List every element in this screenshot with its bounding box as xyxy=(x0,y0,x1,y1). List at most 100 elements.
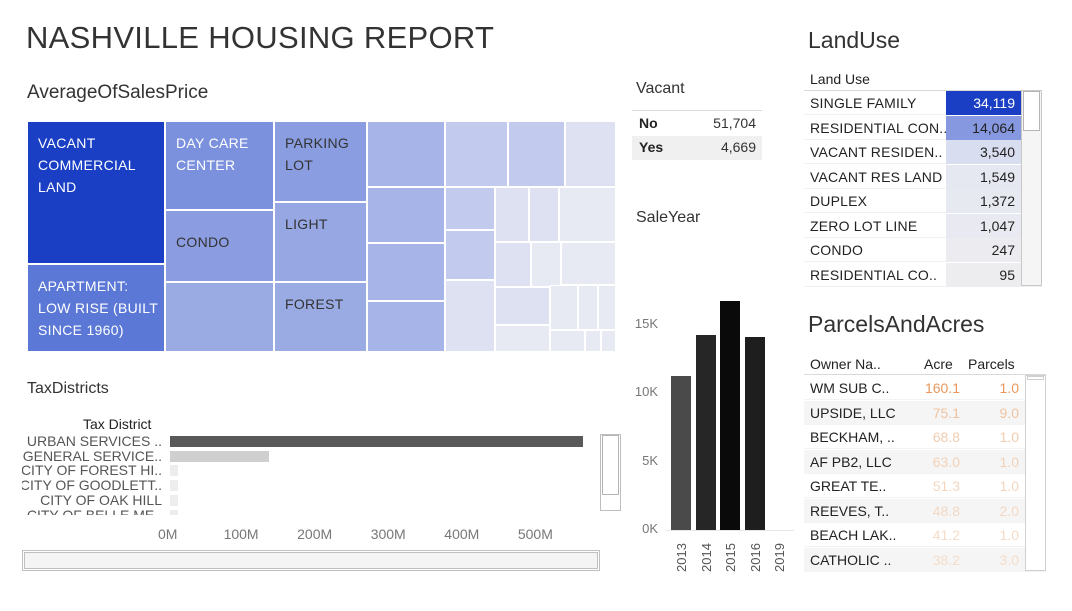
average-sales-price-title: AverageOfSalesPrice xyxy=(27,82,209,103)
treemap-cell-condo[interactable]: CONDO xyxy=(165,210,274,282)
land-use-row[interactable]: VACANT RESIDEN.. 3,540 xyxy=(804,140,1042,164)
land-use-row[interactable]: VACANT RES LAND 1,549 xyxy=(804,164,1042,189)
sale-year-bar[interactable] xyxy=(744,336,765,530)
treemap-cell[interactable] xyxy=(445,230,495,280)
treemap-cell-day-care-center[interactable]: DAY CARE CENTER xyxy=(165,121,274,210)
treemap-label: PARKING LOT xyxy=(285,135,350,173)
land-use-value: 34,119 xyxy=(973,95,1015,111)
treemap-cell[interactable] xyxy=(565,121,616,187)
parcel-row[interactable]: AF PB2, LLC 63.0 1.0 xyxy=(804,449,1046,474)
sale-year-x-label: 2015 xyxy=(723,543,738,572)
parcels-value: 1.0 xyxy=(999,380,1019,396)
owner-name-header: Owner Na.. xyxy=(810,356,881,372)
tax-district-bar[interactable] xyxy=(170,465,178,477)
tax-districts-title: TaxDistricts xyxy=(27,380,109,397)
tax-districts-chart[interactable]: URBAN SERVICES .. GENERAL SERVICE.. CITY O… xyxy=(22,432,600,515)
land-use-label: VACANT RESIDEN.. xyxy=(810,144,943,160)
land-use-row[interactable]: ZERO LOT LINE 1,047 xyxy=(804,213,1042,238)
land-use-scroll-thumb[interactable] xyxy=(1023,91,1040,131)
treemap-cell[interactable] xyxy=(445,280,495,352)
land-use-value: 3,540 xyxy=(979,144,1015,160)
tax-district-bar[interactable] xyxy=(170,509,178,515)
treemap-cell[interactable] xyxy=(550,285,578,330)
vacant-row-no[interactable]: No 51,704 xyxy=(632,112,762,136)
sale-year-x-label: 2013 xyxy=(674,543,689,572)
treemap-cell-apartment-low-rise[interactable]: APARTMENT: LOW RISE (BUILT SINCE 1960) xyxy=(27,264,165,352)
treemap-cell[interactable] xyxy=(165,282,274,352)
land-use-value-cell xyxy=(946,115,1021,140)
land-use-row[interactable]: RESIDENTIAL CON.. 14,064 xyxy=(804,115,1042,140)
parcel-row[interactable]: UPSIDE, LLC 75.1 9.0 xyxy=(804,400,1046,425)
parcels-scrollbar[interactable] xyxy=(1025,375,1046,571)
treemap-cell[interactable] xyxy=(529,187,559,242)
tax-district-bar[interactable] xyxy=(170,494,178,506)
land-use-row[interactable]: CONDO 247 xyxy=(804,238,1042,262)
treemap-cell[interactable] xyxy=(495,187,529,242)
parcel-row[interactable]: GREAT TE.. 51.3 1.0 xyxy=(804,474,1046,498)
treemap-cell[interactable] xyxy=(559,187,616,242)
treemap-cell[interactable] xyxy=(445,187,495,230)
land-use-label: SINGLE FAMILY xyxy=(810,95,917,111)
sale-year-y-tick: 5K xyxy=(642,452,658,468)
treemap-cell[interactable] xyxy=(550,330,585,352)
land-use-value: 1,372 xyxy=(979,193,1015,209)
vacant-table-divider xyxy=(632,110,762,111)
land-use-row[interactable]: SINGLE FAMILY 34,119 xyxy=(804,91,1042,115)
treemap-cell[interactable] xyxy=(585,330,601,352)
treemap-cell[interactable] xyxy=(598,285,616,330)
land-use-row[interactable]: DUPLEX 1,372 xyxy=(804,189,1042,213)
land-use-value-cell xyxy=(946,238,1021,262)
treemap-cell[interactable] xyxy=(367,243,445,301)
vacant-title: Vacant xyxy=(636,80,685,97)
tax-district-x-tick: 500M xyxy=(517,526,553,542)
sale-year-bar[interactable] xyxy=(671,375,691,530)
parcels-acres-title: ParcelsAndAcres xyxy=(808,311,985,337)
land-use-scrollbar[interactable] xyxy=(1021,90,1042,286)
parcel-row[interactable]: BEACH LAK.. 41.2 1.0 xyxy=(804,523,1046,547)
treemap-cell[interactable] xyxy=(561,242,616,285)
treemap-cell[interactable] xyxy=(601,330,616,352)
treemap-cell[interactable] xyxy=(508,121,565,187)
parcels-value: 1.0 xyxy=(999,527,1019,543)
land-use-value: 1,549 xyxy=(979,168,1015,185)
parcel-row[interactable]: BECKHAM, .. 68.8 1.0 xyxy=(804,425,1046,449)
treemap-label: VACANT COMMERCIAL LAND xyxy=(38,135,136,195)
tax-districts-scroll-thumb[interactable] xyxy=(602,435,619,495)
parcel-row[interactable]: REEVES, T.. 48.8 2.0 xyxy=(804,498,1046,523)
treemap-cell-vacant-commercial-land[interactable]: VACANT COMMERCIAL LAND xyxy=(27,121,165,264)
treemap-cell[interactable] xyxy=(531,242,561,287)
treemap-cell[interactable] xyxy=(445,121,508,187)
tax-district-header: Tax District xyxy=(83,416,152,432)
sale-year-chart[interactable]: 15K 10K 5K 0K 2013 2014 2015 2016 2019 xyxy=(616,240,796,580)
sales-price-treemap[interactable]: VACANT COMMERCIAL LAND APARTMENT: LOW RI… xyxy=(27,121,616,352)
treemap-cell[interactable] xyxy=(495,287,550,325)
treemap-cell-light[interactable]: LIGHT xyxy=(274,202,367,282)
vacant-row-yes[interactable]: Yes 4,669 xyxy=(632,136,762,160)
horizontal-scrollbar[interactable] xyxy=(22,550,600,571)
treemap-cell[interactable] xyxy=(495,242,531,287)
treemap-cell[interactable] xyxy=(367,187,445,243)
treemap-cell[interactable] xyxy=(578,285,598,330)
owner-name: WM SUB C.. xyxy=(810,380,890,396)
land-use-value-cell xyxy=(946,213,1021,238)
treemap-cell[interactable] xyxy=(367,301,445,352)
sale-year-bar[interactable] xyxy=(695,335,716,530)
tax-district-bar[interactable] xyxy=(170,480,178,492)
horizontal-scroll-thumb[interactable] xyxy=(24,552,598,569)
acre-value: 38.2 xyxy=(932,551,960,568)
treemap-cell-parking-lot[interactable]: PARKING LOT xyxy=(274,121,367,202)
treemap-cell[interactable] xyxy=(495,325,550,352)
tax-district-bar[interactable] xyxy=(170,436,584,447)
parcel-row[interactable]: WM SUB C.. 160.1 1.0 xyxy=(804,376,1046,400)
owner-name: REEVES, T.. xyxy=(810,502,890,519)
parcels-scroll-thumb[interactable] xyxy=(1027,376,1044,380)
treemap-cell-forest[interactable]: FOREST xyxy=(274,282,367,352)
land-use-row[interactable]: RESIDENTIAL CO.. 95 xyxy=(804,262,1042,287)
treemap-cell[interactable] xyxy=(367,121,445,187)
tax-district-bar[interactable] xyxy=(170,450,269,462)
treemap-label: CONDO xyxy=(176,234,230,250)
land-use-value: 1,047 xyxy=(979,217,1015,234)
sale-year-bar[interactable] xyxy=(720,301,740,530)
parcel-row[interactable]: CATHOLIC .. 38.2 3.0 xyxy=(804,547,1046,572)
tax-districts-scrollbar[interactable] xyxy=(600,434,621,511)
